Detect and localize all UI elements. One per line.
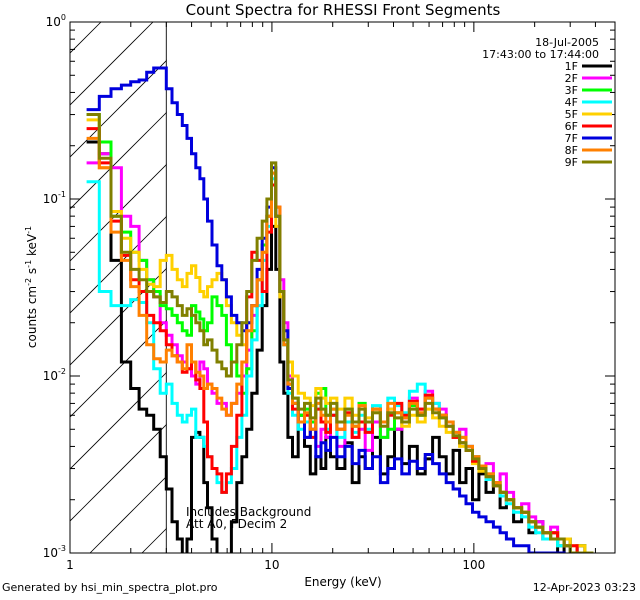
y-axis-label: counts cm-2 s-1 keV-1	[24, 226, 39, 348]
legend-label-6F: 6F	[565, 120, 578, 133]
y-tick-label: 10-3	[43, 544, 66, 560]
series-layer	[86, 66, 594, 553]
y-tick-exp: -1	[58, 190, 66, 199]
y-tick-base: 10	[46, 15, 61, 29]
x-axis-label: Energy (keV)	[304, 575, 381, 589]
y-label-part: s	[25, 268, 39, 278]
attenuator-note: Att A0, FDecim 2	[186, 517, 287, 531]
legend-label-3F: 3F	[565, 84, 578, 97]
y-label-part: counts cm	[25, 286, 39, 348]
y-label-exp: -1	[24, 260, 33, 268]
series-line-7F	[86, 66, 566, 553]
y-tick-base: 10	[43, 546, 58, 560]
legend-label-4F: 4F	[565, 96, 578, 109]
legend-label-9F: 9F	[565, 156, 578, 169]
y-tick-base: 10	[43, 192, 58, 206]
legend-label-7F: 7F	[565, 132, 578, 145]
y-tick-exp: -2	[58, 367, 66, 376]
y-label-part: keV	[25, 233, 39, 260]
y-tick-label: 10-2	[43, 367, 66, 383]
y-tick-exp: 0	[61, 13, 66, 22]
legend-label-8F: 8F	[565, 144, 578, 157]
y-tick-label: 10-1	[43, 190, 66, 206]
y-tick-label: 100	[46, 13, 66, 29]
background-note: Includes Background	[186, 505, 311, 519]
date-label: 18-Jul-2005	[535, 36, 599, 49]
footer-date: 12-Apr-2023 03:23	[532, 581, 636, 594]
footer-generated-by: Generated by hsi_min_spectra_plot.pro	[2, 581, 218, 594]
x-tick-label: 10	[264, 558, 279, 572]
time-range-label: 17:43:00 to 17:44:00	[482, 48, 599, 61]
y-tick-exp: -3	[58, 544, 66, 553]
y-label-exp: -1	[24, 226, 33, 234]
y-tick-base: 10	[43, 369, 58, 383]
hatch-line	[70, 22, 206, 158]
plot-frame	[69, 21, 616, 554]
legend-label-5F: 5F	[565, 108, 578, 121]
legend-label-2F: 2F	[565, 72, 578, 85]
chart-title: Count Spectra for RHESSI Front Segments	[186, 1, 501, 19]
legend-label-1F: 1F	[565, 60, 578, 73]
y-label-exp: -2	[24, 278, 33, 286]
x-tick-label: 1	[66, 558, 74, 572]
x-tick-label: 100	[462, 558, 485, 572]
hatch-mask	[166, 22, 615, 553]
series-line-9F	[86, 113, 594, 553]
